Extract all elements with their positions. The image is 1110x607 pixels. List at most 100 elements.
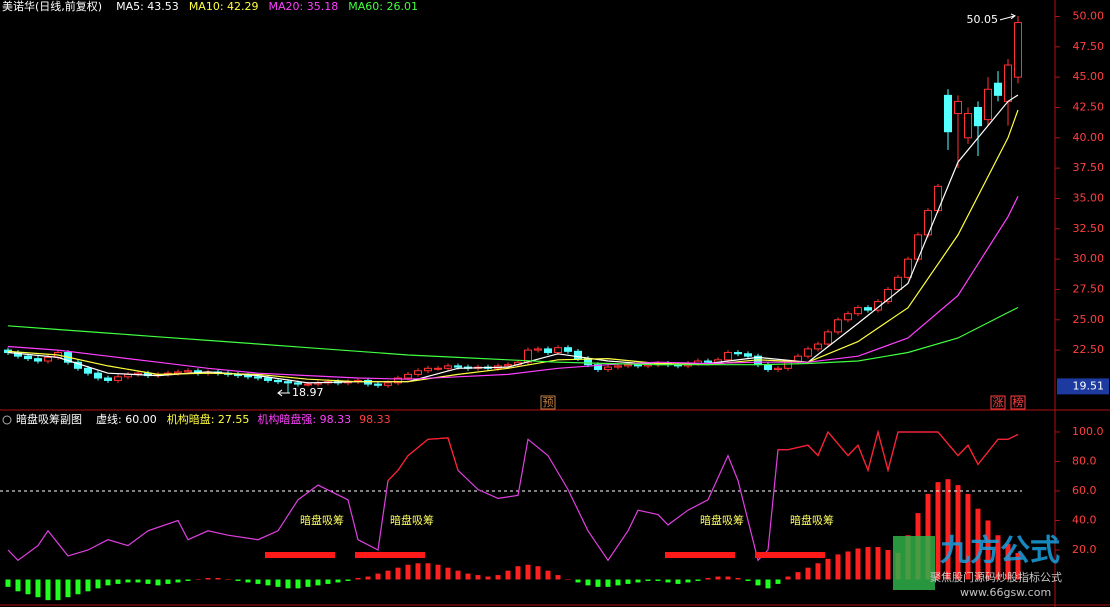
candle-body [244,375,252,378]
candle-body [84,367,92,374]
histogram-bar [75,579,81,595]
histogram-bar [665,579,671,583]
candle-body [444,365,452,369]
legend-entry: 虚线: 60.00 [96,412,157,426]
candle-body [294,382,302,385]
histogram-bar [935,482,941,580]
candle-body [904,258,912,278]
y-tick-label: 27.50 [1073,282,1105,295]
histogram-bar [795,572,801,580]
histogram-bar [415,563,421,580]
histogram-bar [995,535,1001,580]
histogram-bar [135,579,141,583]
marker-label: 预 [543,396,554,409]
last-price-box [1057,378,1109,395]
histogram-bar [615,579,621,586]
candle-body [734,352,742,355]
histogram-bar [215,578,221,580]
watermark-slogan: 聚焦股门源码炒股指标公式 [930,570,1062,584]
y-tick-label: 60.0 [1072,484,1097,497]
histogram-bar [275,579,281,587]
histogram-bar [555,575,561,580]
legend-entry: 机构暗盘: 27.55 [167,412,250,426]
y-tick-label: 40.00 [1073,131,1105,144]
legend-entry: MA60: 26.01 [348,0,418,13]
histogram-bar [5,579,11,587]
y-tick-label: 50.00 [1073,9,1105,22]
candle-body [1014,22,1022,78]
candle-body [1004,64,1012,102]
histogram-bar [755,579,761,586]
histogram-bar [645,579,651,581]
marker-label: 涨 [993,396,1004,409]
candle-body [834,319,842,333]
candle-body [414,370,422,375]
histogram-bar [545,570,551,580]
extreme-arrow [999,13,1016,21]
candle-body [624,364,632,367]
candle-body [894,276,902,290]
histogram-bar [635,579,641,583]
candle-body [984,88,992,121]
candle-body [924,210,932,236]
candle-body [394,377,402,384]
last-price-label: 19.51 [1073,379,1105,392]
histogram-bar [1005,544,1011,580]
histogram-bar [365,576,371,580]
moving-average [7,109,1019,383]
candle-body [774,367,782,371]
candle-body [174,371,182,374]
legend-entry: MA10: 42.29 [189,0,259,13]
histogram-bar [675,579,681,584]
extreme-arrow [277,389,290,397]
histogram-bar [255,579,261,584]
histogram-bar [845,551,851,580]
candle-body [34,358,42,362]
histogram-bar [195,579,201,580]
watermark-logo: 九方公式 [940,534,1060,569]
candle-body [784,361,792,369]
histogram-bar [45,579,51,601]
y-tick-label: 45.00 [1073,70,1105,83]
y-tick-label: 37.50 [1073,161,1105,174]
legend-entry: MA20: 35.18 [269,0,339,13]
candle-body [114,376,122,381]
histogram-bar [975,508,981,580]
candle-body [274,379,282,383]
histogram-bar [445,567,451,580]
annotation-bar [665,552,735,558]
candle-body [764,364,772,371]
candle-body [854,307,862,315]
candle-body [554,347,562,354]
candle-body [884,288,892,303]
histogram-bar [495,575,501,580]
histogram-bar [655,579,661,581]
candle-body [614,365,622,368]
histogram-bar [525,564,531,580]
candle-body [454,365,462,368]
annotation-bar [265,552,335,558]
histogram-bar [225,579,231,580]
candle-body [814,343,822,350]
y-tick-label: 40.0 [1072,513,1097,526]
histogram-bar [65,579,71,598]
histogram-bar [625,579,631,584]
histogram-bar [265,579,271,586]
histogram-bar [765,579,771,589]
candle-body [504,364,512,367]
y-tick-label: 22.50 [1073,343,1105,356]
watermark-icon [893,536,935,590]
candle-body [594,364,602,371]
candle-body [954,100,962,115]
y-tick-label: 35.00 [1073,191,1105,204]
histogram-bar [355,578,361,580]
histogram-bar [85,579,91,592]
annotation-bar [355,552,425,558]
candle-body [374,383,382,386]
watermark-url: www.66gsw.com [960,586,1051,599]
marker-box [1010,395,1026,410]
histogram-bar [785,576,791,580]
annotation: 暗盘吸筹 [790,513,834,527]
histogram-bar [305,579,311,587]
